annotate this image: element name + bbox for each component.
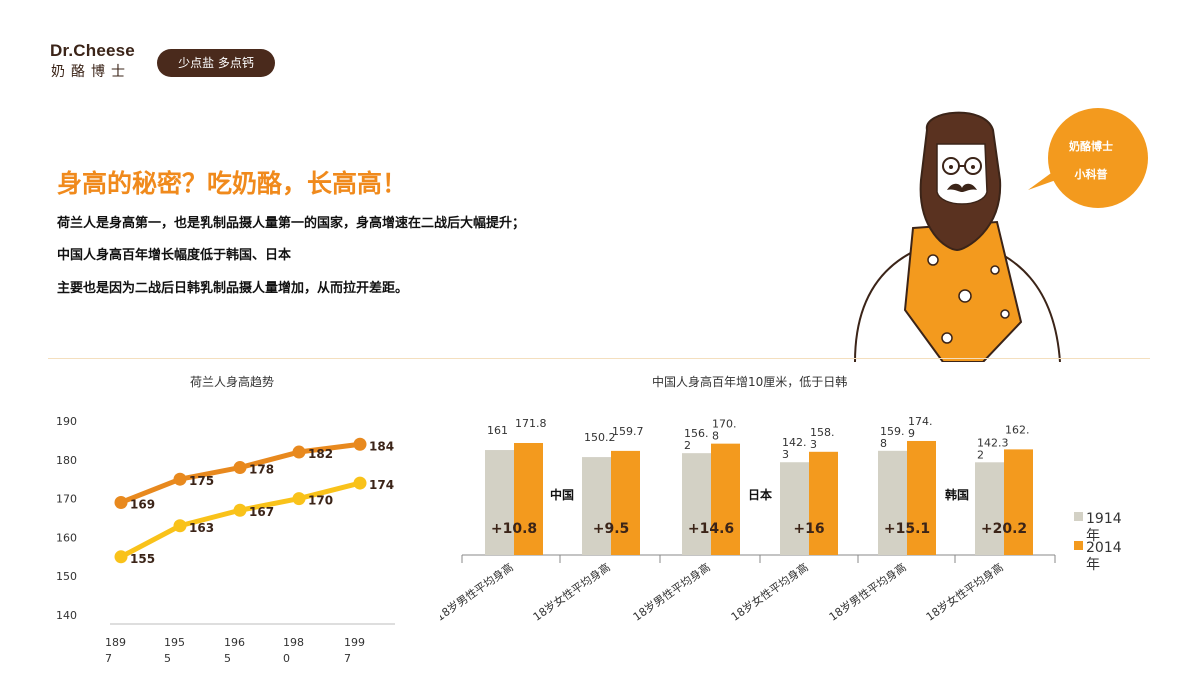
data-point [114,550,128,564]
bar-value-label-1914: 142.3 2 [977,436,1009,461]
section-divider [48,358,1150,359]
line-chart-title: 荷兰人身高趋势 [190,375,275,389]
increase-label: +16 [793,521,824,537]
category-label: 18岁男性平均身高 [440,560,516,624]
data-point [292,492,306,506]
category-label: 18岁男性平均身高 [826,560,909,624]
x-tick-label: 189 7 [105,636,126,665]
country-label: 日本 [748,487,772,502]
data-label: 170 [308,494,333,508]
y-tick-label: 150 [56,570,77,583]
speech-bubble-line-2: 小科普 [1074,168,1108,181]
bar-1914 [682,453,711,555]
country-label: 中国 [550,487,574,502]
data-label: 155 [130,552,155,566]
data-point [114,495,128,509]
bar-1914 [780,462,809,555]
legend-swatch-2014 [1074,541,1083,550]
bar-value-label-1914: 142. 3 [782,436,807,461]
data-point [233,461,247,475]
bar-chart-title: 中国人身高百年增10厘米，低于日韩 [652,375,848,389]
data-point [353,437,367,451]
data-label: 169 [130,497,155,511]
bar-value-label-2014: 159.7 [612,425,644,438]
increase-label: +10.8 [491,521,537,537]
category-label: 18岁男性平均身高 [630,560,713,624]
bar-2014 [711,443,740,555]
bar-value-label-1914: 150.2 [584,431,616,444]
data-point [173,519,187,533]
data-label: 182 [308,447,333,461]
bar-1914 [878,450,907,555]
data-label: 167 [249,505,274,519]
data-label: 163 [189,521,214,535]
country-label: 韩国 [945,487,969,502]
bar-value-label-2014: 174. 9 [908,415,933,440]
data-point [173,472,187,486]
body-line-3: 主要也是因为二战后日韩乳制品摄人量增加，从而拉开差距。 [57,281,409,296]
bar-value-label-1914: 156. 2 [684,427,709,452]
bar-value-label-1914: 159. 8 [880,425,905,450]
legend-swatch-1914 [1074,512,1083,521]
brand-name-en: Dr.Cheese [50,41,135,60]
bar-2014 [907,440,936,555]
y-tick-label: 140 [56,609,77,622]
speech-bubble [1028,108,1148,208]
data-point [292,445,306,459]
increase-label: +15.1 [884,521,930,537]
cheese-doctor-mascot-illustration [854,111,1061,362]
bar-value-label-2014: 171.8 [515,417,547,430]
data-point [233,503,247,517]
speech-bubble-line-1: 奶酪博士 [1069,140,1113,153]
bar-1914 [582,457,611,555]
legend-label-2014: 2014 年 [1086,540,1122,573]
body-line-1: 荷兰人是身高第一，也是乳制品摄人量第一的国家，身高增速在二战后大幅提升； [57,216,526,231]
bar-1914 [485,450,514,555]
brand-slogan-pill: 少点盐 多点钙 [157,49,275,77]
category-label: 18岁女性平均身高 [530,560,613,624]
x-tick-label: 195 5 [164,636,185,665]
data-label: 184 [369,439,394,453]
bar-value-label-2014: 158. 3 [810,426,835,451]
bar-2014 [514,443,543,555]
height-trend-line-chart: 190 180 170 160 150 140 189 7 195 5 196 5 198 0 199 7 16… [56,415,395,665]
y-tick-label: 180 [56,454,77,467]
bar-value-label-2014: 162. [1005,423,1030,436]
brand-name-cn: 奶酪博士 [51,64,131,80]
y-tick-label: 190 [56,415,77,428]
body-line-2: 中国人身高百年增长幅度低于韩国、日本 [57,248,292,263]
data-label: 175 [189,474,214,488]
x-tick-label: 196 5 [224,636,245,665]
bar-2014 [611,450,640,555]
y-tick-label: 160 [56,531,77,544]
x-tick-label: 199 7 [344,636,365,665]
increase-label: +9.5 [593,521,630,537]
data-point [353,476,367,490]
category-label: 18岁女性平均身高 [923,560,1006,624]
bar-2014 [1004,449,1033,555]
y-tick-label: 170 [56,493,77,506]
increase-label: +20.2 [981,521,1027,537]
page-headline: 身高的秘密？吃奶酪，长高高！ [57,169,408,198]
x-tick-label: 198 0 [283,636,304,665]
bar-1914 [975,462,1004,555]
data-label: 178 [249,463,274,477]
bar-value-label-1914: 161 [487,424,508,437]
category-label: 18岁女性平均身高 [728,560,811,624]
bar-value-label-2014: 170. 8 [712,418,737,443]
increase-label: +14.6 [688,521,734,537]
bar-2014 [809,451,838,555]
data-label: 174 [369,478,394,492]
legend-label-1914: 1914 年 [1086,511,1122,544]
